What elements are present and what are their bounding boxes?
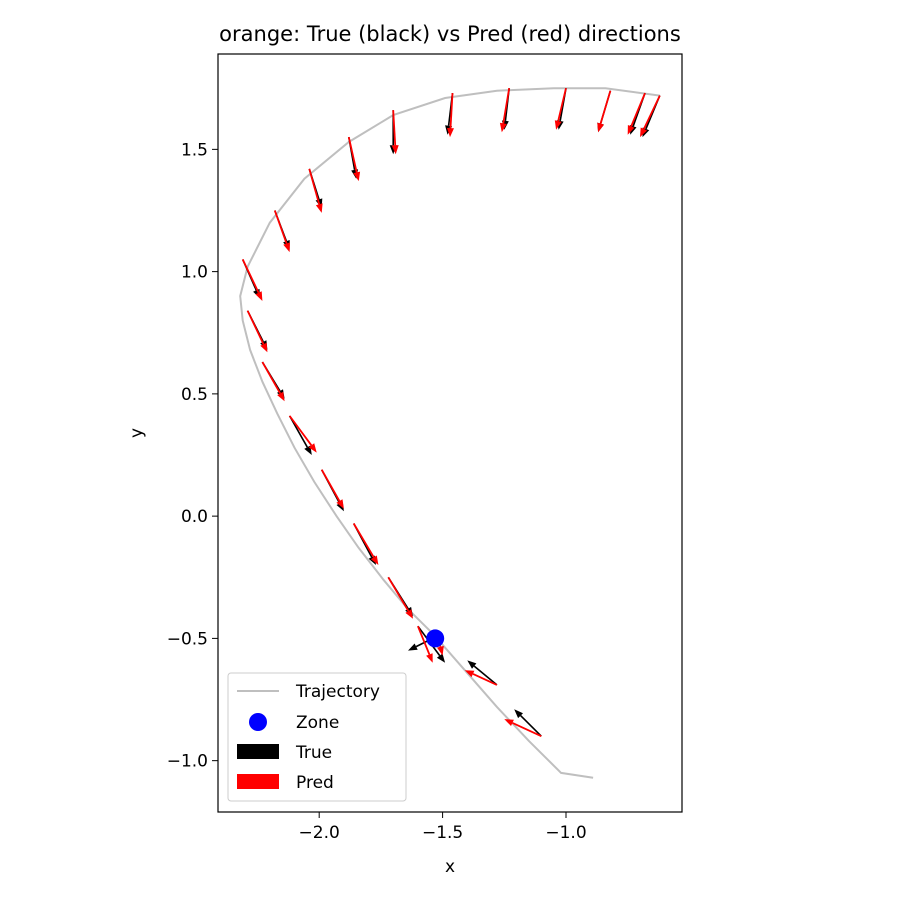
pred-arrow-head (370, 555, 379, 565)
pred-arrow-shaft (387, 576, 410, 612)
pred-arrow (417, 625, 433, 663)
x-tick-label: −1.0 (545, 823, 586, 843)
y-tick-label: 0.0 (181, 507, 208, 527)
pred-arrow (640, 95, 661, 138)
pred-arrow-shaft (261, 361, 281, 394)
pred-arrow-shaft (599, 90, 612, 124)
y-axis-ticks: −1.0 −0.5 0.0 0.5 1.0 1.5 (167, 140, 218, 772)
pred-arrow (241, 259, 263, 301)
true-arrow-head (408, 643, 418, 651)
pred-arrow (308, 168, 323, 213)
pred-arrow-shaft (352, 523, 375, 558)
pred-arrow (347, 136, 361, 182)
pred-arrow-head (260, 342, 268, 353)
pred-arrow (261, 361, 285, 402)
true-arrows (241, 88, 661, 737)
pred-arrow-head (391, 145, 399, 155)
pred-arrow-head (336, 499, 344, 509)
legend-true-label: True (295, 743, 332, 763)
pred-arrow-head (426, 653, 433, 663)
pred-arrow (352, 523, 379, 565)
pred-arrow-head (353, 171, 361, 182)
plot-area (239, 87, 661, 779)
pred-arrow (597, 90, 612, 133)
y-tick-label: 1.0 (181, 263, 208, 283)
pred-arrow-shaft (630, 92, 646, 127)
pred-arrow (387, 576, 413, 619)
legend-box (227, 672, 407, 802)
pred-arrow (504, 719, 542, 738)
pred-arrow-head (554, 120, 562, 130)
pred-arrow-shaft (502, 88, 511, 124)
legend-zone-swatch (249, 713, 267, 731)
y-tick-label: −0.5 (167, 629, 208, 649)
pred-arrow-head (277, 391, 285, 402)
pred-arrow (464, 670, 498, 686)
pred-arrow-head (255, 291, 263, 301)
pred-arrow-head (405, 609, 413, 619)
legend-true-swatch (237, 744, 279, 759)
true-arrow-head (436, 653, 446, 663)
legend-pred-swatch (237, 774, 279, 789)
pred-arrow-head (499, 122, 507, 133)
pred-arrow-head (597, 122, 604, 133)
pred-arrow-shaft (308, 168, 321, 205)
pred-arrow-shaft (472, 673, 498, 686)
pred-arrow (554, 87, 567, 130)
pred-arrow-head (447, 128, 454, 138)
chart-title: orange: True (black) vs Pred (red) direc… (219, 22, 681, 46)
pred-arrow-shaft (241, 259, 260, 294)
pred-arrow-shaft (273, 210, 288, 244)
pred-arrow-head (315, 203, 323, 213)
pred-arrow (320, 469, 344, 509)
pred-arrow-head (504, 719, 514, 726)
x-tick-label: −2.0 (299, 823, 340, 843)
pred-arrow-head (464, 670, 475, 678)
true-arrow-head (467, 660, 477, 669)
x-tick-label: −1.5 (422, 823, 463, 843)
pred-arrow (246, 310, 268, 353)
legend-zone-label: Zone (296, 713, 339, 733)
pred-arrow-head (627, 125, 635, 135)
pred-arrow-head (437, 645, 444, 656)
pred-arrow-shaft (417, 625, 431, 655)
y-tick-label: −1.0 (167, 752, 208, 772)
pred-arrow-shaft (512, 722, 542, 738)
pred-arrow-shaft (643, 95, 661, 130)
pred-arrow (627, 92, 646, 135)
true-arrow-head (514, 709, 523, 719)
legend-trajectory-label: Trajectory (295, 682, 380, 702)
pred-arrows (241, 87, 661, 738)
pred-arrow-shaft (288, 415, 313, 446)
pred-arrow-shaft (347, 136, 358, 173)
trajectory-line (239, 87, 660, 779)
true-arrow-shaft (473, 665, 498, 686)
zone-marker (426, 629, 445, 648)
x-axis-label: x (445, 857, 455, 877)
pred-arrow-head (308, 443, 317, 453)
legend: Trajectory Zone True Pred (227, 672, 407, 802)
pred-arrow-shaft (320, 469, 341, 502)
pred-arrow (499, 88, 511, 133)
y-tick-label: 0.5 (181, 385, 208, 405)
y-axis-label: y (127, 428, 147, 438)
pred-arrow-shaft (392, 110, 397, 146)
x-axis-ticks: −2.0 −1.5 −1.0 (299, 812, 587, 843)
true-arrow-shaft (520, 715, 542, 737)
pred-arrow-shaft (449, 93, 454, 129)
pred-arrow-head (640, 127, 648, 138)
plot-frame (217, 53, 683, 813)
pred-arrow-shaft (557, 87, 567, 122)
pred-arrow (391, 110, 399, 155)
pred-arrow (288, 415, 317, 453)
y-tick-label: 1.5 (181, 140, 208, 160)
pred-arrow-shaft (246, 310, 265, 345)
legend-pred-label: Pred (296, 773, 334, 793)
true-arrow (514, 709, 542, 737)
pred-arrow (447, 93, 454, 138)
true-arrow (467, 660, 498, 686)
pred-arrow-head (283, 242, 290, 253)
pred-arrow (273, 210, 290, 253)
